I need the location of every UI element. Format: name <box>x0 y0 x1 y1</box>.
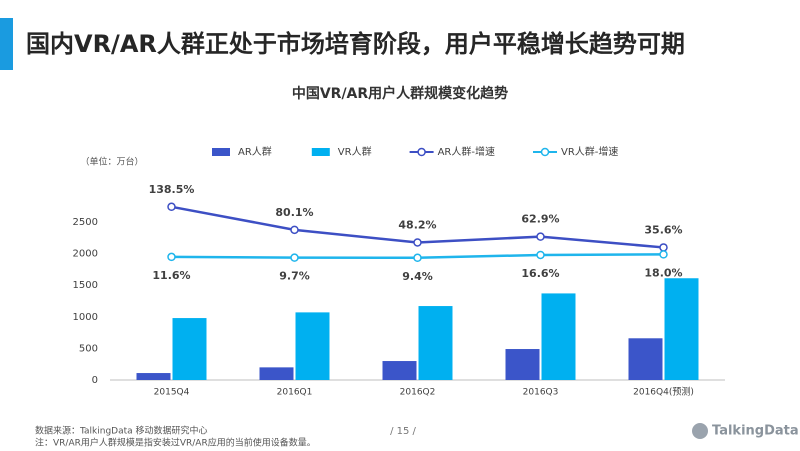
bar <box>172 318 207 380</box>
data-label: 9.7% <box>279 270 310 283</box>
y-tick-label: 500 <box>79 343 98 354</box>
page-number: / 15 / <box>390 426 416 437</box>
legend-label: VR人群 <box>338 145 372 158</box>
bar <box>541 293 576 380</box>
bar <box>664 278 699 380</box>
unit-label: （单位：万台） <box>80 156 143 168</box>
legend-label: AR人群 <box>238 145 272 158</box>
bar <box>418 306 453 380</box>
slide-title: 国内VR/AR人群正处于市场培育阶段，用户平稳增长趋势可期 <box>26 30 685 58</box>
y-tick-label: 1500 <box>73 280 98 291</box>
bar <box>382 361 417 380</box>
data-label: 9.4% <box>402 270 433 283</box>
marker <box>290 225 299 235</box>
data-label: 35.6% <box>644 223 682 236</box>
bar <box>295 312 330 380</box>
legend-swatch <box>417 147 426 157</box>
x-tick-label: 2016Q2 <box>400 388 436 398</box>
marker <box>659 243 668 252</box>
data-label: 18.0% <box>644 266 682 279</box>
x-tick-label: 2016Q3 <box>523 388 559 398</box>
marker <box>659 250 668 259</box>
bar <box>136 373 171 380</box>
x-tick-label: 2015Q4 <box>154 388 190 398</box>
marker <box>536 232 545 241</box>
data-label: 138.5% <box>149 183 195 196</box>
legend-swatch <box>311 148 330 156</box>
chart-title: 中国VR/AR用户人群规模变化趋势 <box>292 85 508 102</box>
bar <box>259 367 294 380</box>
marker <box>413 253 422 263</box>
header-accent <box>0 18 13 70</box>
data-label: 80.1% <box>275 206 313 219</box>
note: 注：VR/AR用户人群规模是指安装过VR/AR应用的当前使用设备数量。 <box>35 437 316 449</box>
marker <box>167 252 176 262</box>
bar <box>628 338 663 380</box>
x-tick-label: 2016Q4(预测) <box>633 387 694 398</box>
data-label: 62.9% <box>521 213 559 226</box>
legend-label: AR人群-增速 <box>438 145 495 158</box>
marker <box>536 250 545 260</box>
data-label: 16.6% <box>521 267 559 280</box>
legend-swatch <box>212 148 230 156</box>
marker <box>290 253 299 262</box>
marker <box>167 202 176 212</box>
logo-icon <box>692 423 708 439</box>
y-tick-label: 2000 <box>73 249 98 260</box>
legend-label: VR人群-增速 <box>561 145 618 158</box>
y-tick-label: 0 <box>92 375 98 386</box>
y-tick-label: 2500 <box>73 217 98 228</box>
bar <box>505 349 540 380</box>
x-tick-label: 2016Q1 <box>277 388 313 398</box>
data-label: 48.2% <box>398 218 436 231</box>
y-tick-label: 1000 <box>73 312 98 323</box>
data-label: 11.6% <box>152 269 190 282</box>
marker <box>413 238 422 247</box>
source: 数据来源：TalkingData 移动数据研究中心 <box>35 425 208 437</box>
legend-swatch <box>540 147 550 157</box>
logo: TalkingData <box>712 424 799 439</box>
